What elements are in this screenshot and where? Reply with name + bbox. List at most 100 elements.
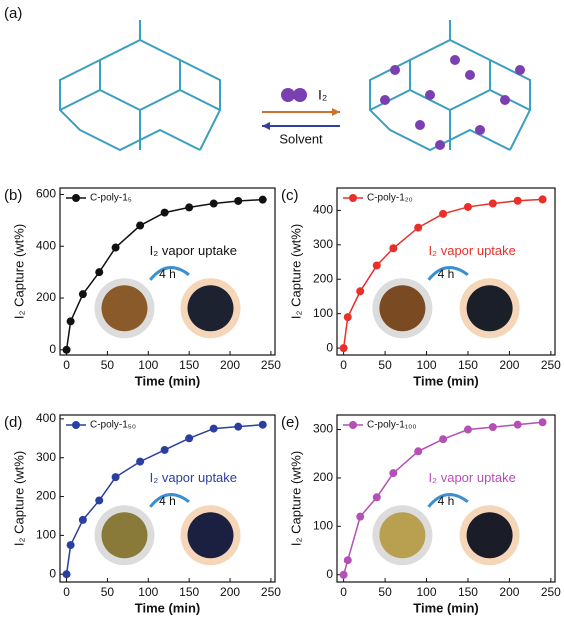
x-tick-label: 0	[63, 585, 70, 599]
data-point	[488, 423, 497, 432]
y-tick-label: 0	[49, 566, 56, 580]
y-tick-label: 0	[49, 342, 56, 356]
y-axis-label: I₂ Capture (wt%)	[288, 224, 303, 319]
data-point	[66, 541, 75, 550]
annotation: I₂ vapor uptake	[428, 243, 515, 258]
plot-frame	[336, 187, 556, 356]
y-tick-label: 300	[313, 237, 333, 251]
y-axis-label: I₂ Capture (wt%)	[11, 224, 26, 319]
framework-right	[369, 20, 531, 152]
data-point	[513, 420, 522, 429]
annotation: I₂ vapor uptake	[150, 243, 237, 258]
duration: 4 h	[438, 494, 455, 508]
y-tick-label: 200	[313, 470, 333, 484]
panel-label: (a)	[4, 5, 22, 22]
x-axis-label: Time (min)	[135, 600, 201, 615]
data-point	[62, 570, 71, 579]
data-point	[372, 493, 381, 502]
data-point	[513, 196, 522, 205]
x-tick-label: 250	[541, 585, 561, 599]
x-tick-label: 50	[101, 358, 115, 372]
x-axis-label: Time (min)	[413, 373, 479, 388]
arrowhead	[332, 108, 340, 116]
data-point	[258, 420, 267, 429]
duration: 4 h	[159, 267, 176, 281]
y-tick-label: 100	[36, 528, 56, 542]
sample-photo	[466, 512, 513, 559]
y-tick-label: 400	[36, 411, 56, 425]
data-point	[160, 208, 169, 217]
y-tick-label: 200	[36, 290, 56, 304]
x-tick-label: 250	[261, 585, 281, 599]
panel-label: (d)	[4, 414, 22, 431]
duration: 4 h	[159, 494, 176, 508]
data-point	[538, 418, 547, 427]
forward-label: I₂	[318, 87, 327, 103]
y-tick-label: 400	[313, 203, 333, 217]
sample-photo	[379, 285, 426, 332]
data-point	[343, 556, 352, 565]
annotation: I₂ vapor uptake	[150, 470, 237, 485]
x-tick-label: 50	[101, 585, 115, 599]
x-tick-label: 100	[138, 358, 158, 372]
backward-label: Solvent	[279, 131, 323, 146]
legend-label: C-poly-1₅₀	[90, 420, 136, 431]
x-tick-label: 0	[340, 358, 347, 372]
data-point	[414, 223, 423, 232]
duration: 4 h	[438, 267, 455, 281]
legend-label: C-poly-1₂₀	[367, 193, 413, 204]
data-point	[234, 422, 243, 431]
y-tick-label: 200	[313, 271, 333, 285]
data-point	[78, 290, 87, 299]
data-point	[95, 268, 104, 277]
legend-label: C-poly-1₁₀₀	[367, 420, 416, 431]
data-point	[538, 195, 547, 204]
sample-photo	[187, 512, 234, 559]
plot-frame	[59, 187, 276, 356]
data-point	[439, 209, 448, 218]
y-tick-label: 0	[326, 340, 333, 354]
sample-photo	[101, 285, 148, 332]
x-tick-label: 150	[179, 358, 199, 372]
legend-marker	[72, 421, 80, 429]
sample-photo	[379, 512, 426, 559]
panel-label: (e)	[281, 414, 299, 431]
data-point	[439, 435, 448, 444]
x-tick-label: 200	[220, 585, 240, 599]
plot-frame	[59, 414, 276, 583]
panel-label: (c)	[281, 187, 299, 204]
data-point	[258, 195, 267, 204]
x-tick-label: 0	[63, 358, 70, 372]
data-point	[111, 473, 120, 482]
data-point	[234, 196, 243, 205]
x-tick-label: 100	[138, 585, 158, 599]
data-point	[62, 345, 71, 354]
uptake-arrow	[427, 493, 469, 508]
data-point	[372, 261, 381, 270]
x-tick-label: 50	[378, 585, 392, 599]
data-point	[136, 457, 145, 466]
x-tick-label: 150	[458, 585, 478, 599]
data-point	[185, 203, 194, 212]
y-axis-label: I₂ Capture (wt%)	[288, 451, 303, 546]
x-tick-label: 0	[340, 585, 347, 599]
x-tick-label: 100	[417, 358, 437, 372]
data-point	[136, 221, 145, 230]
sample-photo	[466, 285, 513, 332]
data-point	[185, 434, 194, 443]
uptake-arrow	[149, 493, 190, 508]
data-point	[389, 244, 398, 253]
data-point	[339, 344, 348, 353]
y-tick-label: 400	[36, 238, 56, 252]
data-point	[339, 570, 348, 579]
arrowhead	[262, 122, 270, 130]
y-tick-label: 0	[326, 567, 333, 581]
uptake-arrow	[149, 266, 190, 281]
x-tick-label: 150	[458, 358, 478, 372]
x-tick-label: 100	[417, 585, 437, 599]
data-point	[111, 243, 120, 252]
framework-left	[59, 20, 221, 152]
x-tick-label: 150	[179, 585, 199, 599]
y-tick-label: 100	[313, 519, 333, 533]
